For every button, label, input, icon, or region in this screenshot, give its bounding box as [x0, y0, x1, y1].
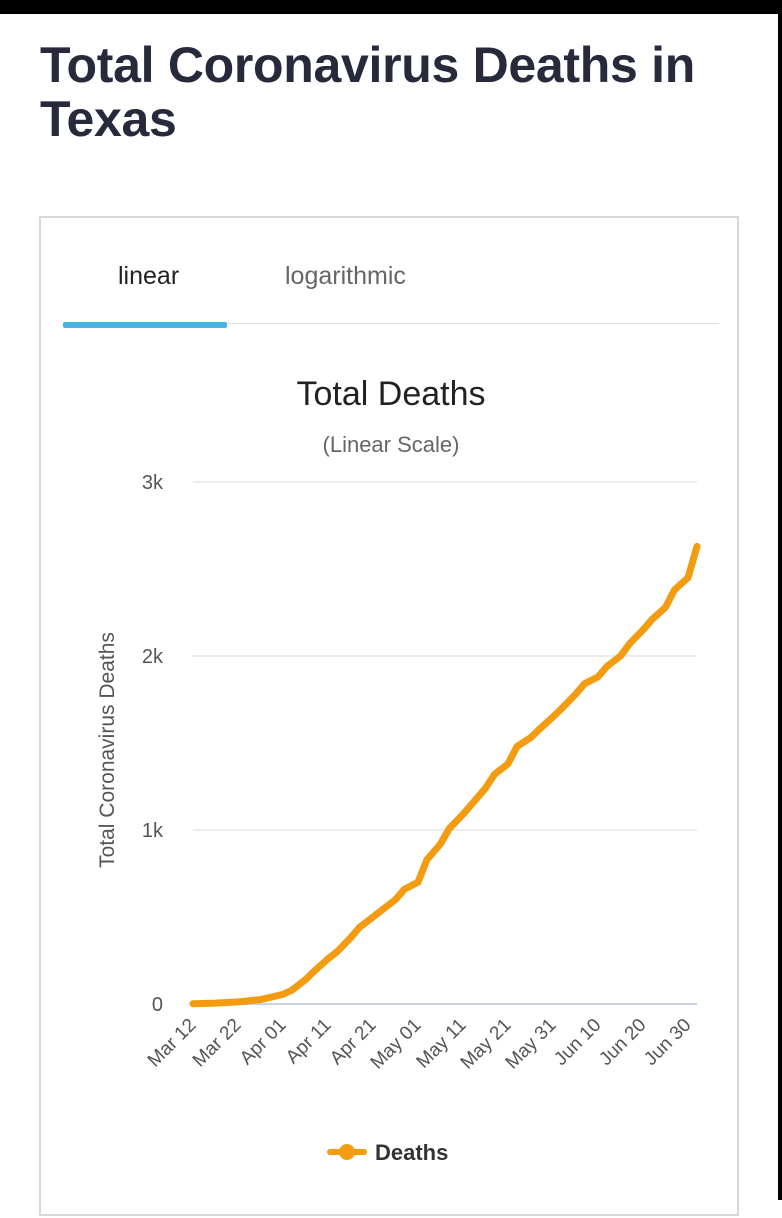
data-point[interactable] [684, 574, 692, 581]
data-point[interactable] [257, 996, 264, 1003]
data-point[interactable] [693, 543, 701, 550]
y-axis-title: Total Coronavirus Deaths [96, 632, 119, 868]
x-tick-label: May 01 [367, 1015, 426, 1074]
data-point[interactable] [423, 856, 431, 863]
active-tab-indicator [63, 322, 227, 328]
data-point[interactable] [482, 785, 489, 792]
data-point[interactable] [603, 663, 611, 670]
page-title: Total Coronavirus Deaths in Texas [40, 37, 695, 147]
data-point[interactable] [459, 811, 467, 818]
x-tick-label: Jun 20 [595, 1015, 650, 1070]
chart-title: Total Deaths [297, 375, 486, 413]
series-line-deaths[interactable] [189, 542, 701, 1008]
y-tick-label: 3k [142, 472, 164, 494]
x-tick-label: Jun 10 [550, 1015, 605, 1070]
data-point[interactable] [639, 626, 647, 634]
x-tick-label: Jun 30 [640, 1015, 695, 1070]
data-point[interactable] [468, 800, 476, 808]
data-point[interactable] [513, 743, 521, 750]
data-point[interactable] [617, 652, 624, 660]
x-tick-label: Mar 22 [189, 1015, 246, 1072]
data-point[interactable] [491, 771, 498, 778]
data-point[interactable] [527, 734, 534, 741]
data-point[interactable] [189, 1000, 197, 1007]
data-point[interactable] [356, 924, 363, 931]
tab-linear[interactable]: linear [118, 262, 180, 290]
legend-dot-swatch [339, 1144, 355, 1160]
data-point[interactable] [378, 906, 386, 914]
data-point[interactable] [324, 955, 332, 962]
deaths-line-chart: Total Deaths (Linear Scale) Total Corona… [96, 375, 701, 1165]
data-point[interactable] [401, 885, 408, 893]
y-axis-ticks: 0 1k 2k 3k [142, 472, 164, 1016]
x-tick-label: May 31 [502, 1015, 561, 1074]
data-point[interactable] [234, 998, 242, 1006]
y-tick-label: 2k [142, 646, 164, 668]
data-point[interactable] [369, 913, 377, 921]
data-point[interactable] [212, 999, 219, 1007]
data-point[interactable] [594, 673, 602, 681]
data-point[interactable] [549, 713, 557, 721]
chart-subtitle: (Linear Scale) [323, 432, 460, 457]
y-tick-label: 1k [142, 820, 164, 842]
data-point[interactable] [392, 896, 399, 903]
x-tick-label: Apr 11 [282, 1015, 335, 1068]
data-point[interactable] [347, 934, 354, 942]
data-point[interactable] [581, 680, 588, 688]
series-layer [189, 542, 701, 1008]
data-point[interactable] [302, 976, 309, 983]
x-tick-label: Apr 01 [236, 1015, 290, 1069]
data-point[interactable] [626, 640, 633, 648]
y-tick-label: 0 [152, 994, 163, 1016]
data-point[interactable] [288, 986, 296, 994]
tabs-divider [65, 323, 719, 324]
data-point[interactable] [648, 616, 656, 623]
gridlines [193, 481, 697, 1005]
tab-logarithmic[interactable]: logarithmic [285, 262, 406, 290]
data-point[interactable] [536, 725, 543, 733]
data-point[interactable] [279, 991, 287, 998]
data-point[interactable] [446, 825, 453, 832]
x-tick-label: Mar 12 [144, 1015, 201, 1072]
data-point[interactable] [311, 967, 318, 975]
data-point[interactable] [333, 948, 341, 955]
data-point[interactable] [572, 691, 579, 698]
data-point[interactable] [671, 586, 678, 594]
right-edge-bar [778, 0, 782, 1200]
data-point[interactable] [414, 879, 422, 886]
data-point[interactable] [662, 604, 669, 611]
legend[interactable]: Deaths [327, 1140, 448, 1165]
chart-card: linear logarithmic Total Deaths (Linear … [39, 216, 739, 1216]
legend-label-deaths: Deaths [375, 1140, 448, 1165]
data-point[interactable] [504, 760, 512, 768]
data-point[interactable] [437, 840, 444, 848]
top-status-bar [0, 0, 782, 14]
data-point[interactable] [558, 705, 566, 712]
